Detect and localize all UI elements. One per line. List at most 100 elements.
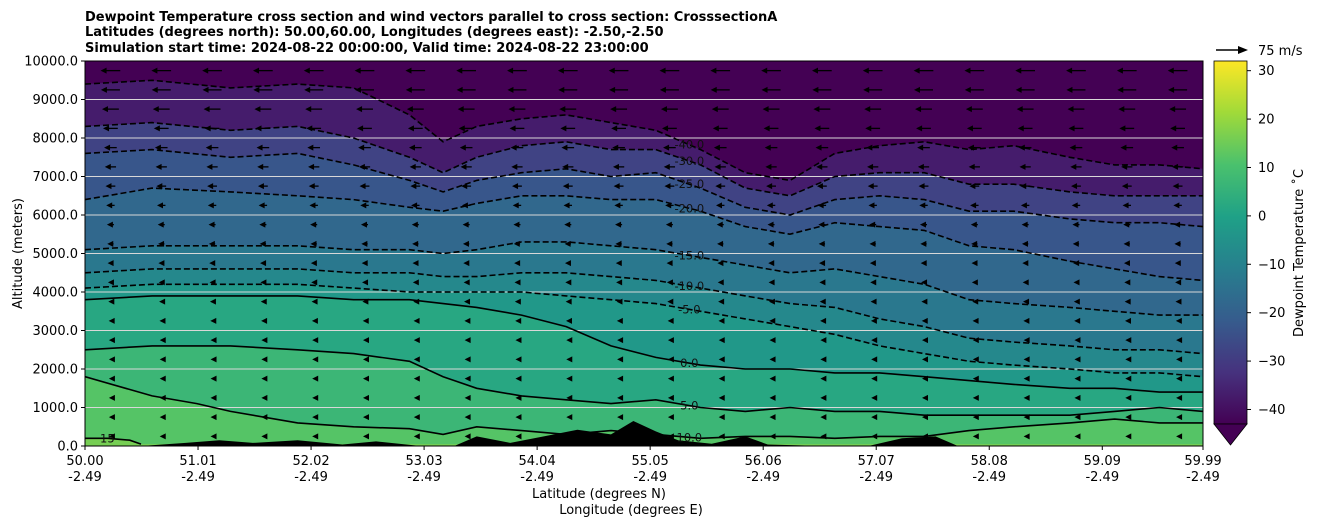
wind-vector [1175,317,1182,324]
wind-vector [363,433,369,440]
wind-vector [1071,202,1081,209]
x-tick-label-lon: -2.49 [746,470,780,485]
wind-vector [407,125,423,132]
wind-vector [261,337,268,344]
wind-vector [362,317,369,324]
wind-vector [659,86,679,93]
wind-vector [566,317,573,324]
wind-vector [1175,298,1182,305]
wind-vector [205,144,219,151]
wind-vector [564,260,571,267]
contour-line [85,79,1203,182]
wind-vector [156,183,167,190]
wind-vector [309,202,318,209]
wind-vector [512,202,522,209]
wind-vector [563,202,572,209]
wind-vector [921,298,928,305]
wind-vector [768,260,775,267]
wind-vector [209,279,216,286]
wind-vector [258,202,268,209]
x-tick-label-lat: 59.09 [1084,454,1121,469]
horizontal-gridlines [85,99,1203,408]
wind-vector [711,106,729,113]
wind-vector [769,317,776,324]
wind-vector [462,221,470,228]
wind-vector [515,394,522,401]
wind-vector [363,356,369,363]
x-tick-label-lon: -2.49 [181,470,215,485]
wind-vector [463,260,470,267]
wind-vector [1074,337,1081,344]
contour-label: -40.0 [674,138,704,152]
y-tick-label: 7000.0 [33,170,79,185]
wind-vector [153,125,169,132]
contour-label: -10.0 [674,279,704,293]
wind-vector [107,240,114,247]
wind-vector [1120,144,1134,151]
wind-vector [767,221,775,228]
wind-vector [769,356,776,363]
wind-vector [612,163,625,170]
wind-vector [817,202,827,209]
wind-vector [1020,202,1030,209]
wind-vector [1072,240,1080,247]
wind-vector [663,144,676,151]
wind-vector [1074,394,1081,401]
wind-vector [261,433,268,440]
wind-vector [105,183,116,190]
wind-vector [971,260,978,267]
wind-vector [611,125,626,132]
wind-vector [1174,221,1182,228]
colorbar-tick-label: −20 [1258,306,1285,321]
wind-vector [1125,433,1132,440]
wind-vector [816,183,827,190]
wind-vector [260,260,267,267]
wind-vector [717,279,724,286]
wind-vector [716,202,725,209]
wind-vector [408,144,422,151]
wind-vector [613,183,624,190]
wind-vector [159,317,166,324]
wind-vector [513,221,521,228]
wind-vector [565,298,572,305]
wind-vector [358,144,371,151]
wind-vector [667,356,674,363]
wind-vector [104,163,117,170]
wind-vector [616,279,623,286]
wind-vector [769,414,776,421]
wind-vector [862,67,883,74]
wind-vector [107,279,114,286]
wind-vector [922,414,928,421]
wind-vector [1023,298,1030,305]
wind-vector [1171,163,1184,170]
wind-vector [710,86,730,93]
wind-vector [412,279,419,286]
wind-vector [461,202,471,209]
wind-vector [818,240,826,247]
wind-vector [464,298,471,305]
wind-vector [1118,106,1136,113]
wind-vector [617,375,624,382]
wind-vector [871,414,878,421]
y-tick-label: 9000.0 [33,93,79,108]
wind-vector [863,86,883,93]
y-axis-label: Altitude (meters) [11,198,26,309]
wind-vector [667,433,674,440]
colorbar-label: Dewpoint Temperature ˚C [1291,169,1307,337]
wind-vector [918,183,929,190]
wind-vector [667,375,674,382]
wind-vector [261,375,268,382]
wind-vector [566,356,573,363]
wind-vector [1168,86,1188,93]
colorbar-tick-label: 0 [1258,209,1266,224]
wind-vector [210,317,217,324]
wind-vector [869,260,876,267]
wind-vector [261,394,268,401]
wind-vector [1023,433,1030,440]
wind-vector [515,337,522,344]
wind-vector [761,67,781,74]
wind-vector [769,375,776,382]
wind-vector [970,202,979,209]
colorbar: 30 20 10 0 −10 −20 −30 −40 Dewpoint Temperature… [1213,60,1307,446]
wind-vector [1125,356,1132,363]
